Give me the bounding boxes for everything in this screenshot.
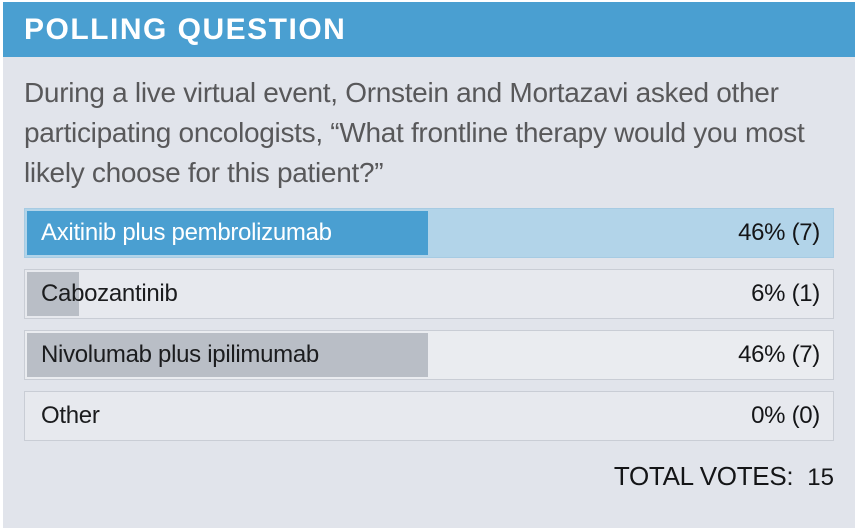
poll-option-label: Axitinib plus pembrolizumab [41, 219, 332, 246]
poll-option-label: Nivolumab plus ipilimumab [41, 341, 319, 368]
polling-header-title: POLLING QUESTION [24, 12, 347, 46]
total-votes-label: TOTAL VOTES: [613, 461, 794, 491]
poll-option-row-nivolumab-ipilimumab: Nivolumab plus ipilimumab 46% (7) [24, 330, 834, 380]
poll-option-value: 0% (0) [751, 402, 820, 429]
poll-option-value: 46% (7) [738, 341, 820, 368]
polling-widget: POLLING QUESTION During a live virtual e… [3, 2, 855, 528]
poll-option-value: 6% (1) [751, 280, 820, 307]
poll-bar-fill [27, 272, 80, 316]
poll-bar-fill [27, 333, 429, 377]
total-votes-line: TOTAL VOTES: 15 [24, 461, 834, 492]
total-votes-value: 15 [807, 464, 834, 491]
poll-results-list: Axitinib plus pembrolizumab 46% (7) Cabo… [24, 208, 834, 441]
poll-option-label: Other [41, 402, 100, 429]
polling-header: POLLING QUESTION [3, 2, 855, 57]
poll-option-row-cabozantinib: Cabozantinib 6% (1) [24, 269, 834, 319]
poll-bar-fill [27, 211, 429, 255]
poll-question-text: During a live virtual event, Ornstein an… [24, 77, 805, 188]
poll-option-label: Cabozantinib [41, 280, 178, 307]
poll-option-value: 46% (7) [738, 219, 820, 246]
poll-option-row-other: Other 0% (0) [24, 391, 834, 441]
poll-option-row-axitinib-pembrolizumab: Axitinib plus pembrolizumab 46% (7) [24, 208, 834, 258]
